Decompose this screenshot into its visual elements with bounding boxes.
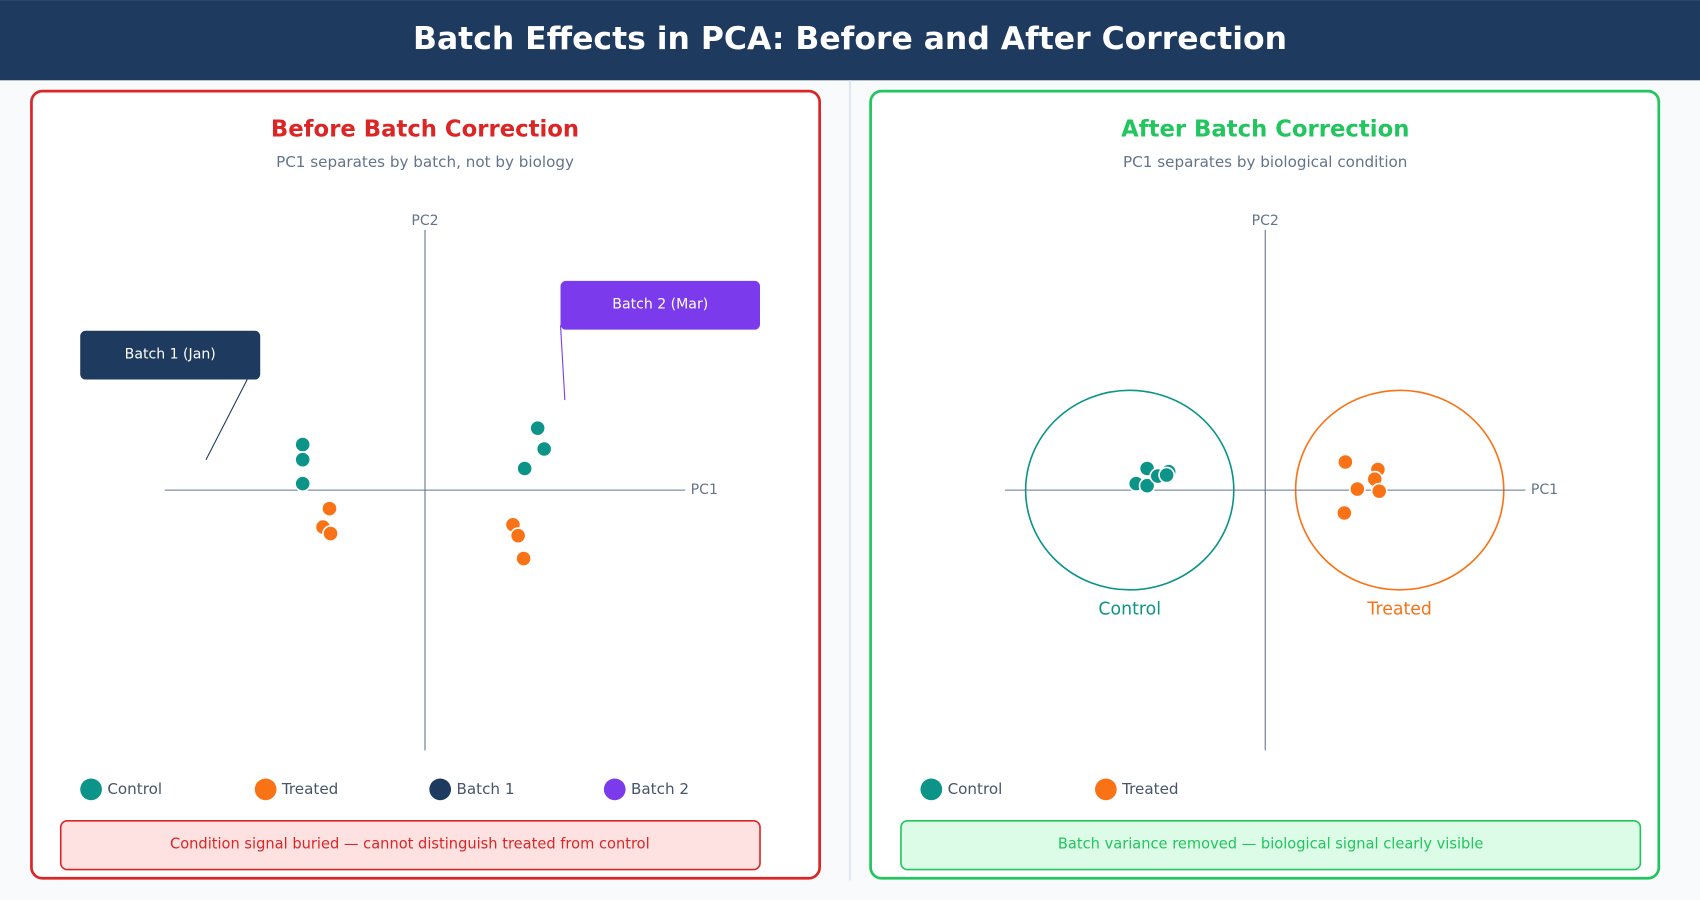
point xyxy=(1348,480,1366,498)
callout-box xyxy=(560,280,761,330)
legend-label: Batch 2 xyxy=(631,780,689,798)
point xyxy=(516,460,534,477)
legend-label: Treated xyxy=(1121,780,1178,798)
legend-swatch xyxy=(603,778,626,801)
point xyxy=(535,440,553,458)
point xyxy=(322,525,339,542)
point xyxy=(1336,453,1354,471)
x-axis-label: PC1 xyxy=(1531,482,1558,498)
panel-subtitle: PC1 separates by biological condition xyxy=(1123,153,1407,171)
legend-label: Control xyxy=(948,780,1003,798)
y-axis-label: PC2 xyxy=(411,213,438,229)
cluster-label: Control xyxy=(1098,599,1161,619)
note-box xyxy=(900,819,1642,871)
page-title: Batch Effects in PCA: Before and After C… xyxy=(413,21,1287,57)
callout-box xyxy=(80,330,261,380)
callout-label: Batch 1 (Jan) xyxy=(125,347,216,363)
point xyxy=(1335,504,1353,522)
point xyxy=(515,550,533,567)
x-axis-label: PC1 xyxy=(691,482,718,498)
callout-line xyxy=(559,325,566,401)
legend-swatch xyxy=(920,778,943,801)
callout-label: Batch 2 (Mar) xyxy=(612,297,708,313)
note: Batch variance removed — biological sign… xyxy=(1058,836,1484,853)
point xyxy=(294,436,312,453)
point xyxy=(529,419,547,437)
point xyxy=(294,451,312,469)
point xyxy=(321,500,338,517)
legend-swatch xyxy=(1095,778,1117,801)
legend-label: Treated xyxy=(281,780,338,798)
panel-title: After Batch Correction xyxy=(1121,117,1409,143)
point xyxy=(509,527,527,545)
y-axis-label: PC2 xyxy=(1252,213,1279,229)
point xyxy=(294,475,312,493)
cluster-label: Treated xyxy=(1366,599,1432,619)
note-box xyxy=(59,819,761,871)
note: Condition signal buried — cannot disting… xyxy=(170,836,650,853)
panel-title: Before Batch Correction xyxy=(271,117,579,143)
point xyxy=(1370,482,1388,500)
header-bar xyxy=(0,0,1700,81)
point xyxy=(1138,477,1156,495)
panel-subtitle: PC1 separates by batch, not by biology xyxy=(276,153,574,171)
callout-line xyxy=(205,379,248,461)
legend-label: Batch 1 xyxy=(456,780,514,798)
legend-swatch xyxy=(429,778,452,801)
point xyxy=(1158,466,1176,484)
legend-swatch xyxy=(254,778,277,801)
legend-swatch xyxy=(80,778,102,801)
legend-label: Control xyxy=(107,780,162,798)
